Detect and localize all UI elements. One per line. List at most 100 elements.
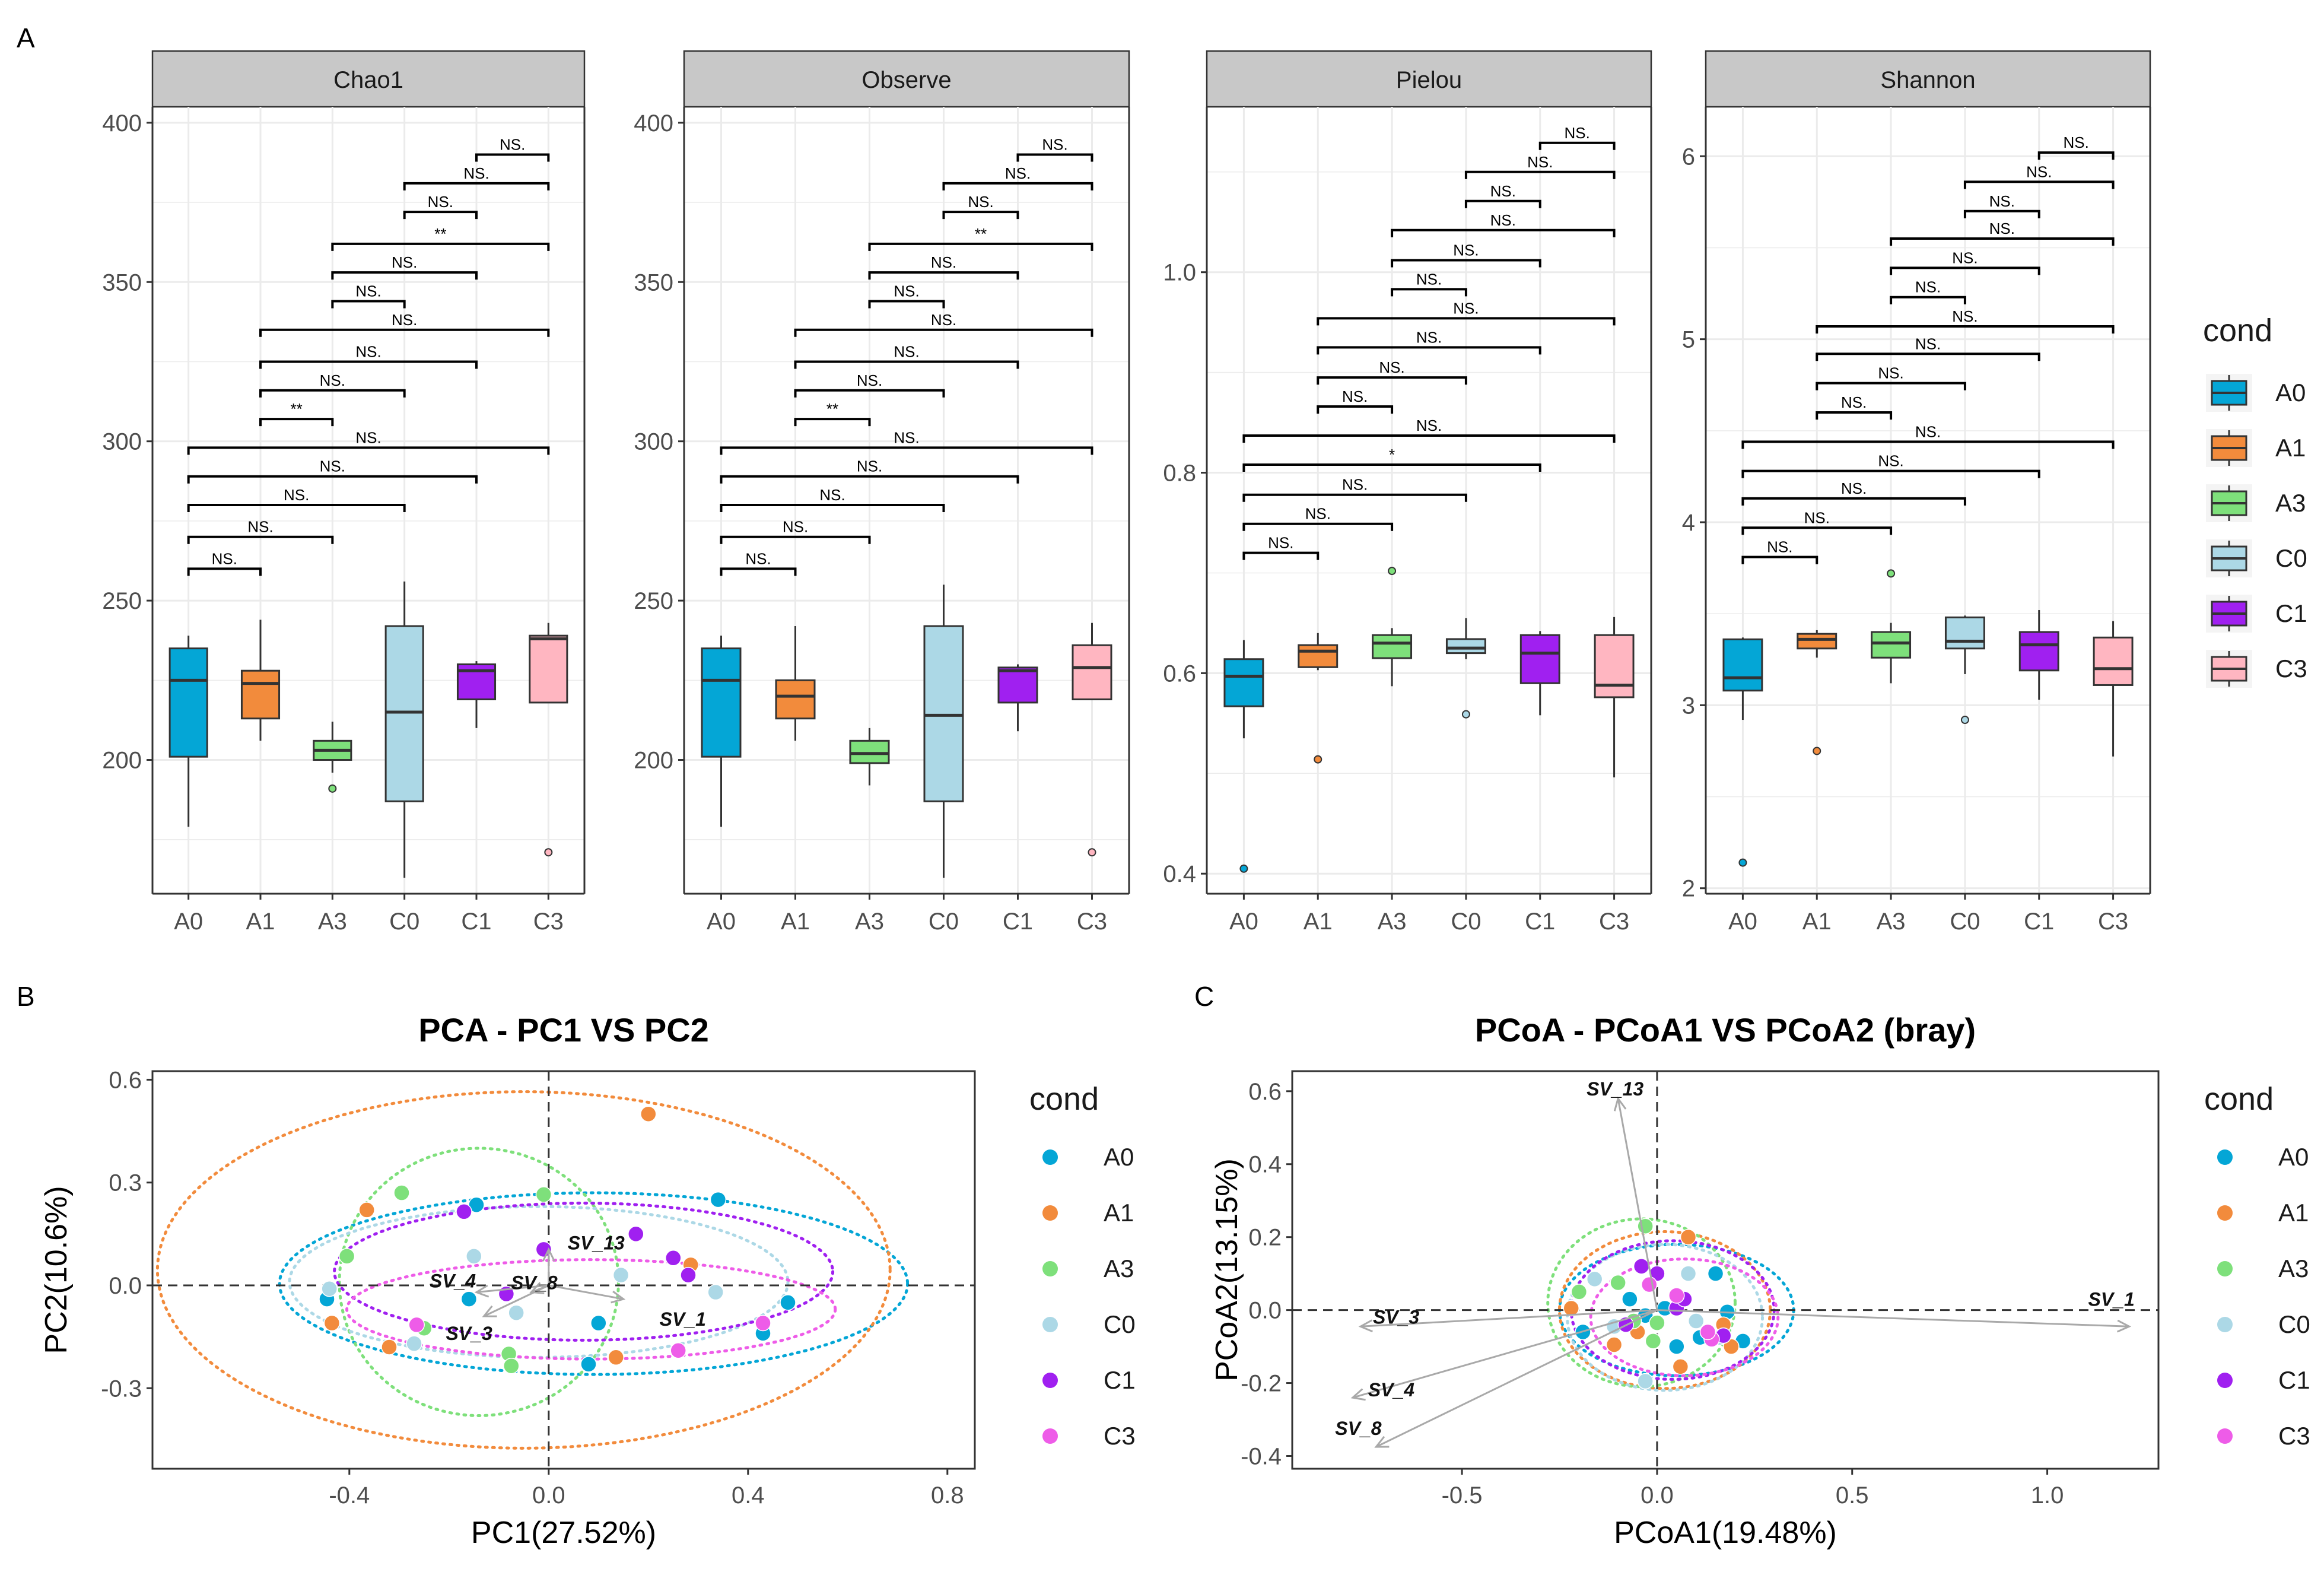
point-c3: [408, 1316, 425, 1333]
point-a3: [503, 1357, 520, 1374]
significance-label: NS.: [894, 428, 919, 446]
facet-title-pielou: Pielou: [1396, 67, 1462, 93]
point-a1: [1606, 1336, 1623, 1353]
significance-bracket: [187, 504, 406, 513]
significance-bracket: [794, 360, 1019, 369]
legend-label: A1: [2275, 434, 2306, 462]
point-a0: [1622, 1291, 1638, 1307]
point-a3: [338, 1248, 355, 1265]
x-axis-label: PC1(27.52%): [471, 1516, 656, 1550]
box-c1: [1519, 634, 1560, 684]
point-a1: [323, 1314, 341, 1332]
legend-key-c0: C0: [1042, 1310, 1136, 1338]
legend-dot: [1042, 1261, 1058, 1276]
loading-label: SV_13: [1587, 1078, 1643, 1100]
significance-bracket: [1538, 141, 1616, 150]
point-a0: [1707, 1265, 1724, 1282]
box-c3: [1594, 634, 1635, 698]
loading-arrowhead: [542, 1247, 555, 1262]
significance-bracket: [259, 389, 406, 398]
y-tick-label: -0.4: [1241, 1443, 1282, 1469]
point-c1: [1633, 1258, 1650, 1275]
significance-label: NS.: [500, 136, 525, 154]
significance-label: NS.: [783, 518, 808, 536]
x-tick-label: C0: [1451, 909, 1481, 935]
significance-label: NS.: [1268, 534, 1293, 552]
legend-dot: [2217, 1317, 2233, 1332]
loading-label: SV_8: [1335, 1418, 1381, 1439]
significance-bracket: [794, 418, 871, 427]
significance-label: NS.: [819, 486, 845, 504]
loading-arrowhead: [529, 1282, 545, 1294]
x-tick-label: 1.0: [2031, 1482, 2064, 1509]
legend-dot: [1042, 1373, 1058, 1388]
loading-arrowhead: [482, 1305, 497, 1317]
loading-arrowhead: [1350, 1388, 1366, 1401]
legend-label: A0: [2278, 1143, 2309, 1171]
significance-bracket: [1890, 237, 2115, 246]
significance-bracket: [187, 446, 550, 455]
box-a0: [169, 647, 208, 758]
significance-label: NS.: [1305, 505, 1331, 523]
y-tick-label: 0.0: [109, 1273, 142, 1299]
x-tick-label: C1: [2024, 909, 2054, 935]
legend-label: C1: [1104, 1366, 1136, 1394]
legend-dot: [2217, 1428, 2233, 1444]
legend-dot: [1042, 1149, 1058, 1165]
significance-bracket: [942, 211, 1019, 220]
x-tick-label: C0: [1950, 909, 1980, 935]
significance-label: NS.: [1416, 417, 1442, 434]
legend-label: C0: [2278, 1310, 2310, 1338]
y-tick-label: 250: [634, 588, 673, 614]
significance-label: NS.: [745, 550, 771, 567]
y-tick-label: 0.3: [109, 1170, 142, 1196]
significance-label: NS.: [857, 371, 882, 389]
plot-title: PCoA - PCoA1 VS PCoA2 (bray): [1475, 1011, 1976, 1049]
x-tick-label: C0: [929, 909, 959, 935]
x-tick-label: C3: [1077, 909, 1107, 935]
significance-bracket: [403, 211, 478, 220]
point-c1: [680, 1266, 697, 1284]
y-tick-label: 6: [1682, 144, 1695, 170]
box-c3: [1072, 644, 1112, 701]
significance-bracket: [1741, 555, 1818, 564]
x-tick-label: A1: [1304, 909, 1333, 935]
significance-bracket: [720, 446, 1093, 455]
significance-label: NS.: [1989, 192, 2015, 210]
legend-label: A1: [1104, 1199, 1134, 1227]
confidence-ellipse-c0: [1566, 1243, 1764, 1392]
significance-label: NS.: [320, 458, 345, 475]
significance-bracket: [259, 418, 334, 427]
significance-bracket: [1741, 440, 2115, 449]
significance-label: NS.: [931, 253, 956, 271]
significance-bracket: [1890, 266, 2040, 275]
significance-label: NS.: [857, 458, 882, 475]
significance-label: NS.: [2026, 163, 2052, 180]
significance-bracket: [403, 182, 550, 190]
significance-label: NS.: [1342, 388, 1368, 405]
box-c3: [2093, 636, 2134, 686]
legend-label: A3: [2278, 1255, 2309, 1282]
y-axis-label: PC2(10.6%): [39, 1186, 74, 1354]
significance-label: NS.: [1453, 241, 1479, 259]
legend-label: A3: [1104, 1255, 1134, 1282]
point-a1: [1672, 1358, 1689, 1375]
boxplot-panel-observe: Observe NS. NS. NS. NS. NS. ** NS. NS. NS. NS. NS. *…: [634, 50, 1130, 935]
legend-label: A0: [2275, 379, 2306, 407]
point-c1: [665, 1250, 682, 1266]
loading-label: SV_13: [568, 1232, 625, 1253]
alpha-diversity-boxplots: Chao1 NS. NS. NS. NS. NS. ** NS. NS. NS. NS. NS. ** N…: [102, 50, 2151, 935]
pcoa-plot: PCoA - PCoA1 VS PCoA2 (bray) SV_13 SV_3 SV_…: [1210, 1011, 2310, 1550]
plot-title: PCA - PC1 VS PC2: [418, 1011, 709, 1049]
legend-label: C3: [2275, 655, 2307, 682]
significance-label: NS.: [1416, 328, 1442, 346]
box-outlier: [1813, 747, 1821, 755]
x-tick-label: 0.0: [1641, 1482, 1674, 1509]
significance-label: NS.: [1841, 479, 1867, 497]
y-tick-label: 0.4: [1248, 1152, 1282, 1178]
box-c0: [1445, 638, 1486, 655]
legend-label: C0: [2275, 544, 2307, 572]
significance-bracket: [1242, 522, 1394, 531]
x-tick-label: C1: [1525, 909, 1555, 935]
significance-bracket: [187, 475, 478, 484]
